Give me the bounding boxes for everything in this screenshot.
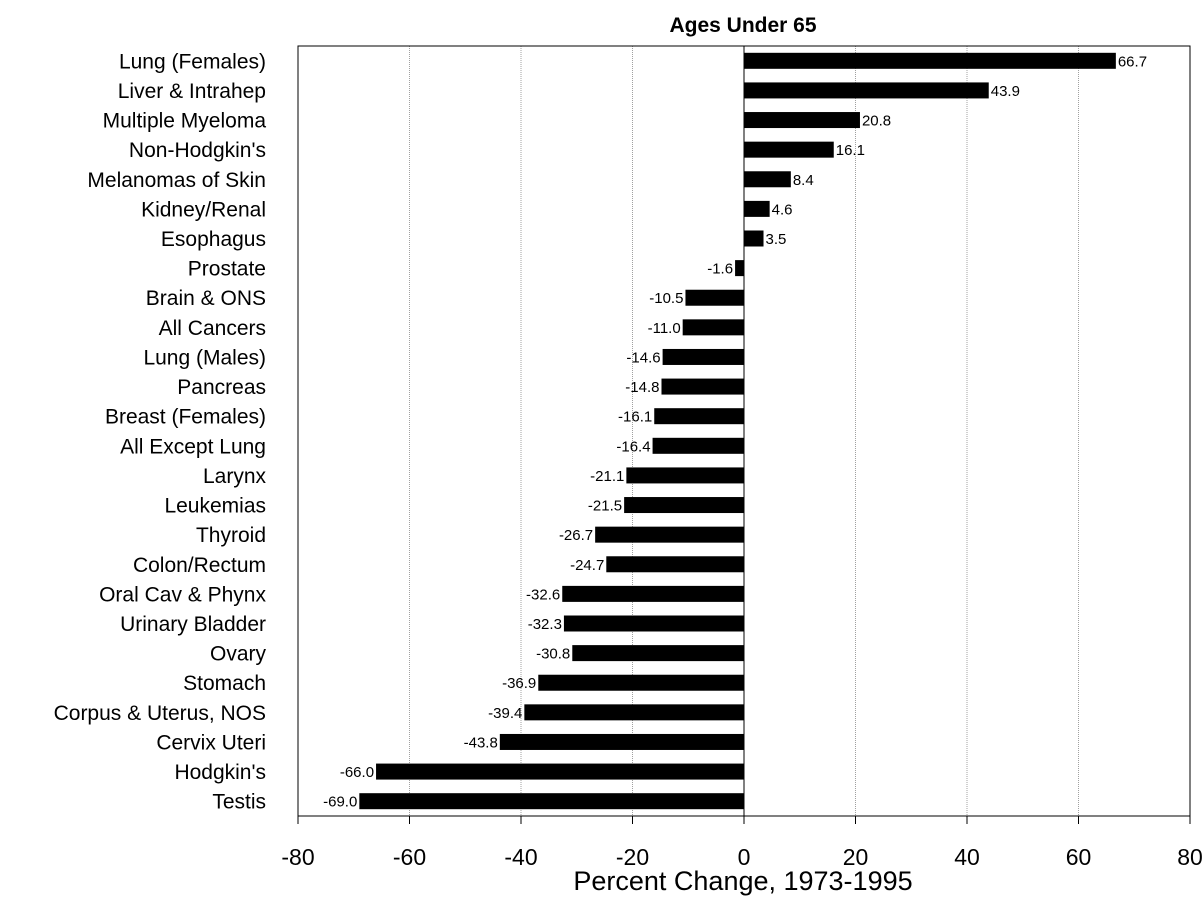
bar [662,348,744,365]
bar [595,526,744,543]
category-label: Ovary [210,643,267,666]
category-label: Melanomas of Skin [87,169,266,192]
x-tick-label: -60 [393,844,426,870]
data-label: -16.1 [618,409,652,426]
category-label: Larynx [203,465,267,488]
category-label: Multiple Myeloma [103,110,267,133]
category-label: Leukemias [164,495,266,518]
data-label: 16.1 [836,142,865,159]
chart-title: Ages Under 65 [669,14,816,37]
category-label: Testis [212,791,266,814]
bar [682,319,744,336]
data-label: 4.6 [772,201,793,218]
bar [538,674,744,691]
data-label: 43.9 [991,83,1020,100]
data-label: -69.0 [323,794,357,811]
data-label: -14.8 [625,379,659,396]
bar [606,556,744,573]
bar [563,615,744,632]
bar [744,230,764,247]
x-tick-label: 80 [1177,844,1203,870]
bar [685,289,744,306]
bar [744,112,860,129]
x-tick-label: -40 [504,844,537,870]
category-label: Urinary Bladder [120,613,266,636]
data-label: -10.5 [649,290,683,307]
bar [744,82,989,99]
data-label: -11.0 [648,320,681,337]
category-labels: Lung (Females) Liver & Intrahep Multiple M… [54,50,267,813]
data-label: -24.7 [570,557,604,574]
bar [376,763,744,780]
category-label: Oral Cav & Phynx [99,583,266,606]
data-label: -32.6 [526,586,560,603]
category-label: All Cancers [159,317,266,340]
category-label: Lung (Females) [119,50,266,73]
bar [562,585,744,602]
data-label: -21.5 [588,498,622,515]
category-label: Cervix Uteri [156,731,266,754]
bar [744,171,791,188]
category-label: All Except Lung [120,435,266,458]
data-label: -36.9 [502,675,536,692]
category-label: Thyroid [196,524,266,547]
category-label: Non-Hodgkin's [129,139,266,162]
x-tick-label: -80 [281,844,314,870]
x-tick-label: 0 [738,844,751,870]
data-label: 66.7 [1118,53,1147,70]
bar [499,733,744,750]
bar [654,408,744,425]
data-label: -66.0 [340,764,374,781]
data-label: -16.4 [616,438,650,455]
bar [744,52,1116,69]
x-tick-label: 40 [954,844,980,870]
x-tick-label: 20 [843,844,869,870]
category-label: Kidney/Renal [141,198,266,221]
bar [661,378,744,395]
category-label: Breast (Females) [105,406,266,429]
bar [359,793,744,810]
data-label: 20.8 [862,113,891,130]
data-label: 8.4 [793,172,814,189]
category-label: Stomach [183,672,266,695]
category-label: Corpus & Uterus, NOS [54,702,266,725]
data-label: -32.3 [528,616,562,633]
bar [626,467,744,484]
bars [359,46,1116,816]
data-labels: 66.7 43.9 20.8 16.1 8.44.6 3.5 -1.6 -10.5 -11.0 -… [323,53,1147,810]
data-label: -14.6 [626,349,660,366]
x-tick-label: 60 [1066,844,1092,870]
category-label: Pancreas [177,376,266,399]
data-label: -21.1 [590,468,624,485]
data-label: -30.8 [536,646,570,663]
bar [572,645,744,662]
data-label: -39.4 [488,705,522,722]
category-label: Liver & Intrahep [118,80,266,103]
category-label: Lung (Males) [143,346,266,369]
category-label: Colon/Rectum [133,554,266,577]
data-label: -1.6 [707,261,733,278]
data-label: 3.5 [766,231,787,248]
bar [652,437,744,454]
bar [744,141,834,158]
x-axis: -80 -60 -40 -20 0 20 40 60 80 [281,816,1203,870]
category-label: Brain & ONS [146,287,266,310]
category-label: Prostate [188,258,266,281]
x-axis-title: Percent Change, 1973-1995 [573,866,912,896]
bar [744,200,770,217]
category-label: Esophagus [161,228,266,251]
data-label: -43.8 [464,734,498,751]
bar [735,260,744,277]
bar [624,497,744,514]
bar [524,704,744,721]
x-tick-label: -20 [616,844,649,870]
category-label: Hodgkin's [174,761,266,784]
data-label: -26.7 [559,527,593,544]
